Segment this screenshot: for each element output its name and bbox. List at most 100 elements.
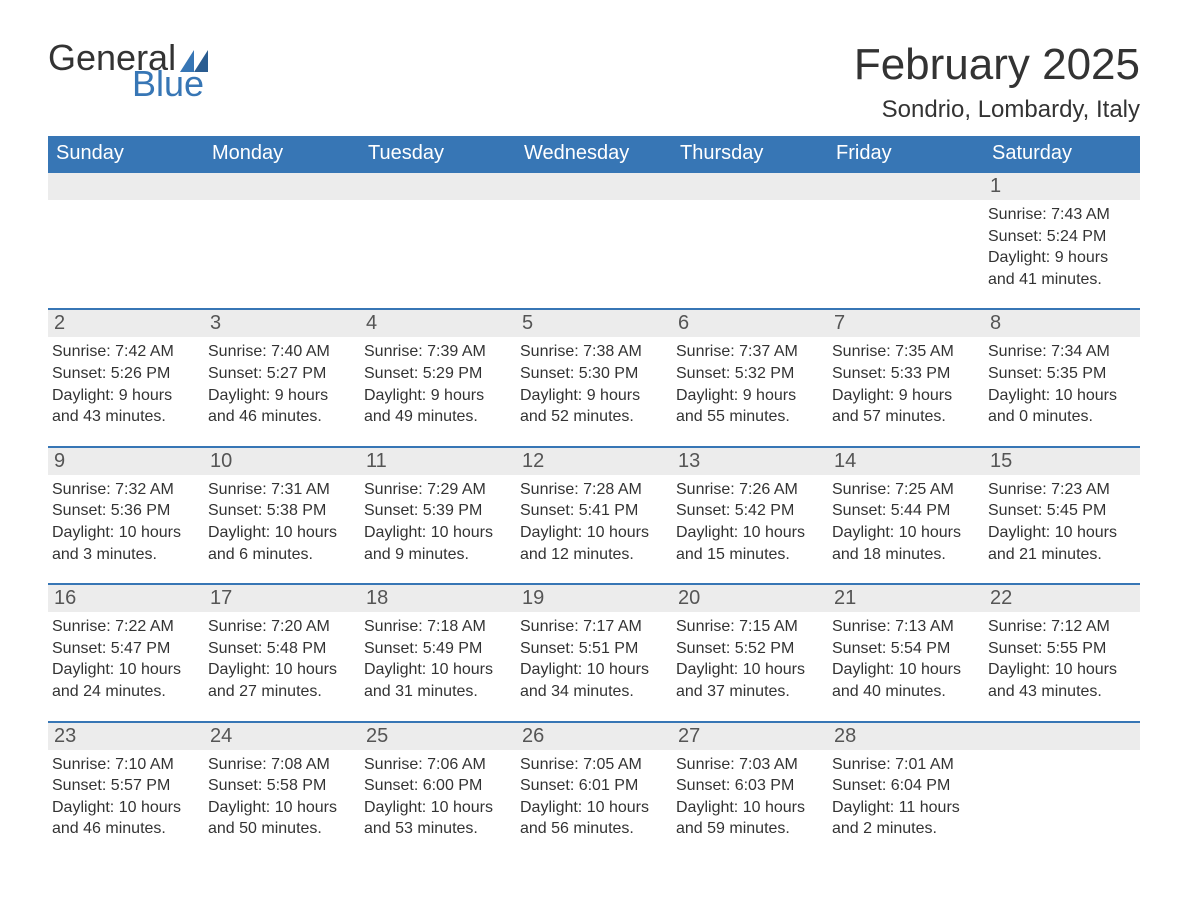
daylight-line: Daylight: 10 hours and 50 minutes. bbox=[208, 797, 356, 840]
day-number-cell: 25 bbox=[360, 722, 516, 750]
daylight-line: Daylight: 10 hours and 21 minutes. bbox=[988, 522, 1136, 565]
day-body: Sunrise: 7:18 AMSunset: 5:49 PMDaylight:… bbox=[364, 612, 512, 702]
day-body: Sunrise: 7:32 AMSunset: 5:36 PMDaylight:… bbox=[52, 475, 200, 565]
day-number-cell: 28 bbox=[828, 722, 984, 750]
day-body-cell: Sunrise: 7:18 AMSunset: 5:49 PMDaylight:… bbox=[360, 612, 516, 721]
sunset-line: Sunset: 5:48 PM bbox=[208, 638, 356, 660]
day-body: Sunrise: 7:13 AMSunset: 5:54 PMDaylight:… bbox=[832, 612, 980, 702]
day-body-cell: Sunrise: 7:25 AMSunset: 5:44 PMDaylight:… bbox=[828, 475, 984, 584]
month-title: February 2025 bbox=[854, 40, 1140, 90]
title-block: February 2025 Sondrio, Lombardy, Italy bbox=[854, 40, 1140, 124]
day-number-cell: 1 bbox=[984, 172, 1140, 200]
daylight-line: Daylight: 9 hours and 43 minutes. bbox=[52, 385, 200, 428]
daylight-line: Daylight: 10 hours and 24 minutes. bbox=[52, 659, 200, 702]
sunset-line: Sunset: 5:27 PM bbox=[208, 363, 356, 385]
day-body-cell: Sunrise: 7:01 AMSunset: 6:04 PMDaylight:… bbox=[828, 750, 984, 858]
day-body-cell: Sunrise: 7:13 AMSunset: 5:54 PMDaylight:… bbox=[828, 612, 984, 721]
sunrise-line: Sunrise: 7:35 AM bbox=[832, 341, 980, 363]
weekday-header: Thursday bbox=[672, 136, 828, 172]
daylight-line: Daylight: 9 hours and 49 minutes. bbox=[364, 385, 512, 428]
sunrise-line: Sunrise: 7:43 AM bbox=[988, 204, 1136, 226]
daylight-line: Daylight: 10 hours and 40 minutes. bbox=[832, 659, 980, 702]
day-body: Sunrise: 7:22 AMSunset: 5:47 PMDaylight:… bbox=[52, 612, 200, 702]
day-body-cell: Sunrise: 7:20 AMSunset: 5:48 PMDaylight:… bbox=[204, 612, 360, 721]
sunset-line: Sunset: 5:45 PM bbox=[988, 500, 1136, 522]
day-body: Sunrise: 7:15 AMSunset: 5:52 PMDaylight:… bbox=[676, 612, 824, 702]
daylight-line: Daylight: 10 hours and 53 minutes. bbox=[364, 797, 512, 840]
weekday-header: Wednesday bbox=[516, 136, 672, 172]
day-number-cell: 11 bbox=[360, 447, 516, 475]
day-body-cell: Sunrise: 7:05 AMSunset: 6:01 PMDaylight:… bbox=[516, 750, 672, 858]
day-body: Sunrise: 7:10 AMSunset: 5:57 PMDaylight:… bbox=[52, 750, 200, 840]
day-body: Sunrise: 7:20 AMSunset: 5:48 PMDaylight:… bbox=[208, 612, 356, 702]
day-body-cell: Sunrise: 7:31 AMSunset: 5:38 PMDaylight:… bbox=[204, 475, 360, 584]
day-body: Sunrise: 7:40 AMSunset: 5:27 PMDaylight:… bbox=[208, 337, 356, 427]
sunset-line: Sunset: 5:58 PM bbox=[208, 775, 356, 797]
sunrise-line: Sunrise: 7:40 AM bbox=[208, 341, 356, 363]
sunrise-line: Sunrise: 7:39 AM bbox=[364, 341, 512, 363]
daylight-line: Daylight: 10 hours and 18 minutes. bbox=[832, 522, 980, 565]
sunrise-line: Sunrise: 7:20 AM bbox=[208, 616, 356, 638]
day-body-cell bbox=[516, 200, 672, 309]
sunrise-line: Sunrise: 7:08 AM bbox=[208, 754, 356, 776]
day-number-cell: 24 bbox=[204, 722, 360, 750]
day-number-cell bbox=[360, 172, 516, 200]
daylight-line: Daylight: 10 hours and 6 minutes. bbox=[208, 522, 356, 565]
sunrise-line: Sunrise: 7:22 AM bbox=[52, 616, 200, 638]
daylight-line: Daylight: 10 hours and 12 minutes. bbox=[520, 522, 668, 565]
day-number-cell: 9 bbox=[48, 447, 204, 475]
daylight-line: Daylight: 10 hours and 34 minutes. bbox=[520, 659, 668, 702]
day-number-cell bbox=[48, 172, 204, 200]
daylight-line: Daylight: 10 hours and 46 minutes. bbox=[52, 797, 200, 840]
week-body-row: Sunrise: 7:32 AMSunset: 5:36 PMDaylight:… bbox=[48, 475, 1140, 584]
day-number-cell: 12 bbox=[516, 447, 672, 475]
sunset-line: Sunset: 5:26 PM bbox=[52, 363, 200, 385]
weekday-header: Sunday bbox=[48, 136, 204, 172]
sunset-line: Sunset: 6:00 PM bbox=[364, 775, 512, 797]
sunset-line: Sunset: 6:03 PM bbox=[676, 775, 824, 797]
day-body-cell: Sunrise: 7:29 AMSunset: 5:39 PMDaylight:… bbox=[360, 475, 516, 584]
location-subtitle: Sondrio, Lombardy, Italy bbox=[854, 96, 1140, 124]
day-body-cell: Sunrise: 7:10 AMSunset: 5:57 PMDaylight:… bbox=[48, 750, 204, 858]
weekday-header: Friday bbox=[828, 136, 984, 172]
week-body-row: Sunrise: 7:43 AMSunset: 5:24 PMDaylight:… bbox=[48, 200, 1140, 309]
logo: General Blue bbox=[48, 40, 208, 102]
sunrise-line: Sunrise: 7:26 AM bbox=[676, 479, 824, 501]
day-number-cell: 20 bbox=[672, 584, 828, 612]
day-number-cell: 5 bbox=[516, 309, 672, 337]
day-number-cell bbox=[204, 172, 360, 200]
day-body-cell: Sunrise: 7:06 AMSunset: 6:00 PMDaylight:… bbox=[360, 750, 516, 858]
sunset-line: Sunset: 5:36 PM bbox=[52, 500, 200, 522]
sunrise-line: Sunrise: 7:01 AM bbox=[832, 754, 980, 776]
day-body-cell: Sunrise: 7:35 AMSunset: 5:33 PMDaylight:… bbox=[828, 337, 984, 446]
day-number-cell: 8 bbox=[984, 309, 1140, 337]
sunrise-line: Sunrise: 7:05 AM bbox=[520, 754, 668, 776]
day-body: Sunrise: 7:39 AMSunset: 5:29 PMDaylight:… bbox=[364, 337, 512, 427]
day-body-cell: Sunrise: 7:42 AMSunset: 5:26 PMDaylight:… bbox=[48, 337, 204, 446]
day-body-cell: Sunrise: 7:38 AMSunset: 5:30 PMDaylight:… bbox=[516, 337, 672, 446]
day-body: Sunrise: 7:29 AMSunset: 5:39 PMDaylight:… bbox=[364, 475, 512, 565]
week-body-row: Sunrise: 7:22 AMSunset: 5:47 PMDaylight:… bbox=[48, 612, 1140, 721]
sunrise-line: Sunrise: 7:03 AM bbox=[676, 754, 824, 776]
day-body-cell: Sunrise: 7:40 AMSunset: 5:27 PMDaylight:… bbox=[204, 337, 360, 446]
sunset-line: Sunset: 5:32 PM bbox=[676, 363, 824, 385]
sunrise-line: Sunrise: 7:28 AM bbox=[520, 479, 668, 501]
day-body-cell bbox=[360, 200, 516, 309]
daylight-line: Daylight: 9 hours and 57 minutes. bbox=[832, 385, 980, 428]
day-body: Sunrise: 7:37 AMSunset: 5:32 PMDaylight:… bbox=[676, 337, 824, 427]
day-body: Sunrise: 7:01 AMSunset: 6:04 PMDaylight:… bbox=[832, 750, 980, 840]
day-body-cell: Sunrise: 7:12 AMSunset: 5:55 PMDaylight:… bbox=[984, 612, 1140, 721]
sunset-line: Sunset: 5:38 PM bbox=[208, 500, 356, 522]
day-number-cell: 19 bbox=[516, 584, 672, 612]
weekday-header: Saturday bbox=[984, 136, 1140, 172]
day-body: Sunrise: 7:42 AMSunset: 5:26 PMDaylight:… bbox=[52, 337, 200, 427]
sunset-line: Sunset: 5:57 PM bbox=[52, 775, 200, 797]
sunset-line: Sunset: 5:44 PM bbox=[832, 500, 980, 522]
sunset-line: Sunset: 5:29 PM bbox=[364, 363, 512, 385]
daynum-row: 16171819202122 bbox=[48, 584, 1140, 612]
sunset-line: Sunset: 5:52 PM bbox=[676, 638, 824, 660]
day-body: Sunrise: 7:03 AMSunset: 6:03 PMDaylight:… bbox=[676, 750, 824, 840]
day-number-cell: 16 bbox=[48, 584, 204, 612]
day-body: Sunrise: 7:35 AMSunset: 5:33 PMDaylight:… bbox=[832, 337, 980, 427]
day-number-cell bbox=[672, 172, 828, 200]
